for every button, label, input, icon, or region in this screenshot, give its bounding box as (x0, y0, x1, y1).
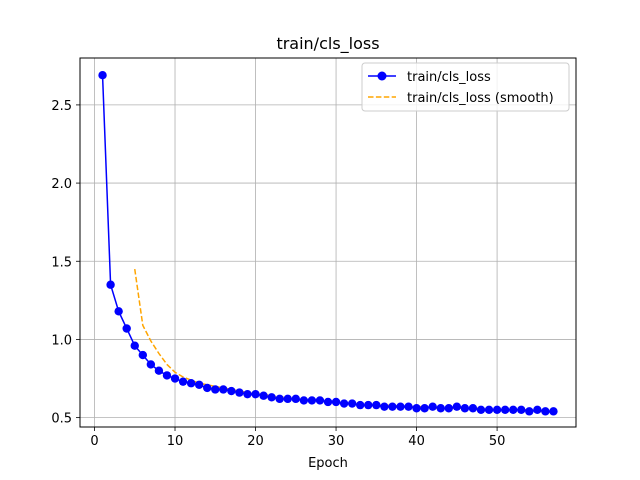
data-point-raw (275, 394, 284, 404)
x-tick-label: 50 (489, 434, 506, 449)
data-point-raw (549, 407, 558, 416)
grid-lines (80, 58, 576, 427)
data-point-raw (122, 324, 131, 333)
axes: 0 10 20 30 40 50 0.5 1.0 1.5 2.0 2.5 (51, 99, 505, 449)
data-point-raw (194, 380, 204, 389)
data-point-raw (420, 404, 429, 413)
data-point-raw (315, 396, 325, 405)
data-point-raw (130, 341, 139, 350)
data-point-raw (138, 350, 148, 360)
data-point-raw (428, 402, 437, 411)
data-point-raw (404, 402, 413, 411)
data-point-raw (283, 394, 292, 404)
data-point-raw (162, 371, 172, 380)
x-tick-label: 40 (408, 434, 425, 449)
data-point-raw (533, 405, 542, 414)
data-point-raw (364, 400, 373, 410)
x-tick-label: 10 (167, 434, 184, 449)
data-point-raw (291, 394, 300, 404)
x-tick-label: 20 (247, 434, 264, 449)
y-tick-label: 2.5 (51, 99, 72, 114)
data-point-raw (211, 385, 220, 394)
data-point-raw (517, 405, 526, 414)
legend: train/cls_loss train/cls_loss (smooth) (361, 62, 570, 112)
data-point-raw (347, 399, 357, 408)
data-point-raw (106, 280, 115, 289)
x-axis-label: Epoch (308, 456, 348, 471)
data-point-raw (154, 366, 164, 375)
legend-label-smooth: train/cls_loss (smooth) (407, 91, 554, 106)
legend-label-raw: train/cls_loss (407, 70, 491, 85)
chart-title: train/cls_loss (276, 34, 379, 54)
data-point-raw (388, 402, 397, 411)
data-point-raw (452, 402, 462, 411)
data-point-raw (500, 405, 510, 414)
data-point-raw (299, 396, 309, 405)
data-point-raw (114, 307, 123, 316)
data-point-raw (380, 402, 389, 411)
data-point-raw (178, 377, 188, 386)
data-point-raw (259, 391, 268, 400)
data-point-raw (339, 399, 349, 408)
data-point-raw (444, 404, 453, 413)
data-point-raw (468, 404, 478, 413)
data-point-raw (227, 386, 236, 396)
data-point-raw (307, 396, 317, 405)
data-point-raw (170, 374, 180, 383)
data-point-raw (219, 385, 228, 394)
series-layer (98, 71, 558, 416)
data-point-raw (484, 405, 494, 414)
legend-box (361, 62, 570, 112)
data-point-raw (251, 389, 260, 399)
data-point-raw (203, 383, 212, 393)
data-point-raw (356, 400, 365, 410)
data-point-raw (146, 360, 156, 369)
series-line-raw (101, 75, 554, 413)
data-point-raw (525, 407, 534, 416)
data-point-raw (243, 389, 252, 399)
data-point-raw (331, 397, 341, 407)
y-tick-label: 1.0 (51, 333, 72, 348)
series-line-smooth (134, 268, 554, 413)
y-tick-label: 1.5 (51, 255, 72, 270)
data-point-raw (235, 388, 244, 397)
x-tick-label: 0 (90, 434, 98, 449)
data-point-raw (436, 404, 445, 413)
legend-marker-raw (377, 71, 387, 81)
data-point-raw (186, 379, 196, 388)
data-point-raw (460, 404, 470, 413)
data-point-raw (476, 405, 486, 414)
data-point-raw (372, 400, 381, 410)
data-point-raw (508, 405, 518, 414)
x-tick-label: 30 (328, 434, 345, 449)
data-point-raw (323, 397, 333, 407)
y-tick-label: 0.5 (51, 412, 72, 427)
data-point-raw (412, 404, 421, 413)
data-point-raw (492, 405, 502, 414)
data-point-raw (267, 393, 276, 402)
data-point-raw (98, 71, 107, 80)
data-point-raw (541, 407, 550, 416)
y-tick-label: 2.0 (51, 177, 72, 192)
plot-area-frame (79, 57, 577, 428)
data-point-raw (396, 402, 405, 411)
